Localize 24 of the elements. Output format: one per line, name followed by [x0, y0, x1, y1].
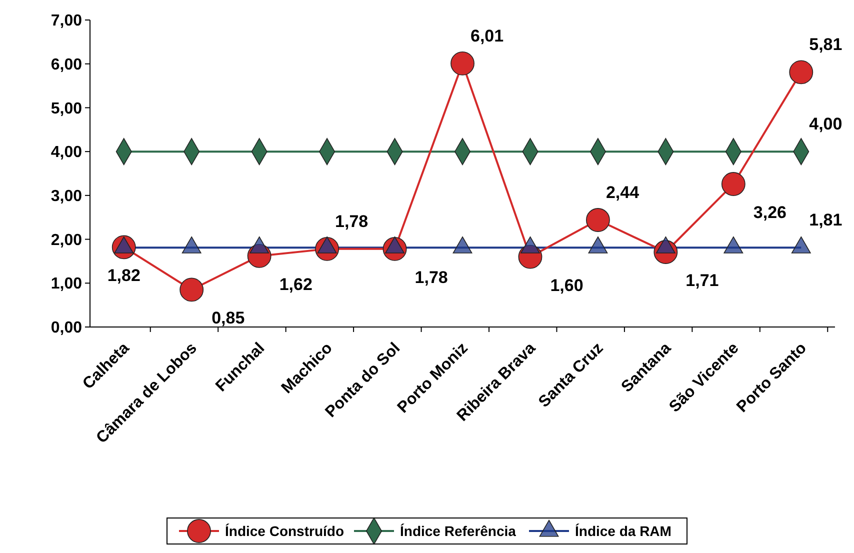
y-tick-label: 1,00	[50, 276, 82, 293]
legend-label: Índice Construído	[225, 522, 344, 539]
data-label: 1,78	[335, 212, 368, 231]
legend-label: Índice Referência	[400, 522, 516, 539]
data-label: 6,01	[470, 26, 504, 46]
data-label: 1,82	[107, 266, 140, 286]
y-tick-label: 2,00	[50, 232, 82, 249]
y-tick-label: 5,00	[50, 100, 82, 118]
data-label: 1,71	[686, 271, 719, 290]
data-label: 1,60	[550, 276, 584, 295]
y-tick-label: 0,00	[50, 320, 82, 337]
y-tick-label: 7,00	[50, 12, 82, 30]
data-label: 2,44	[606, 182, 640, 202]
y-tick-label: 6,00	[50, 56, 82, 74]
data-label: 1,81	[809, 210, 842, 230]
data-label: 4,00	[809, 114, 842, 134]
y-tick-label: 4,00	[50, 144, 82, 162]
data-label: 0,85	[212, 308, 245, 328]
y-tick-label: 3,00	[50, 188, 82, 206]
data-label: 3,26	[753, 203, 787, 222]
data-label: 1,78	[414, 268, 448, 287]
data-label: 5,81	[809, 35, 842, 54]
data-label: 1,62	[279, 274, 312, 294]
legend-label: Índice da RAM	[575, 522, 672, 539]
